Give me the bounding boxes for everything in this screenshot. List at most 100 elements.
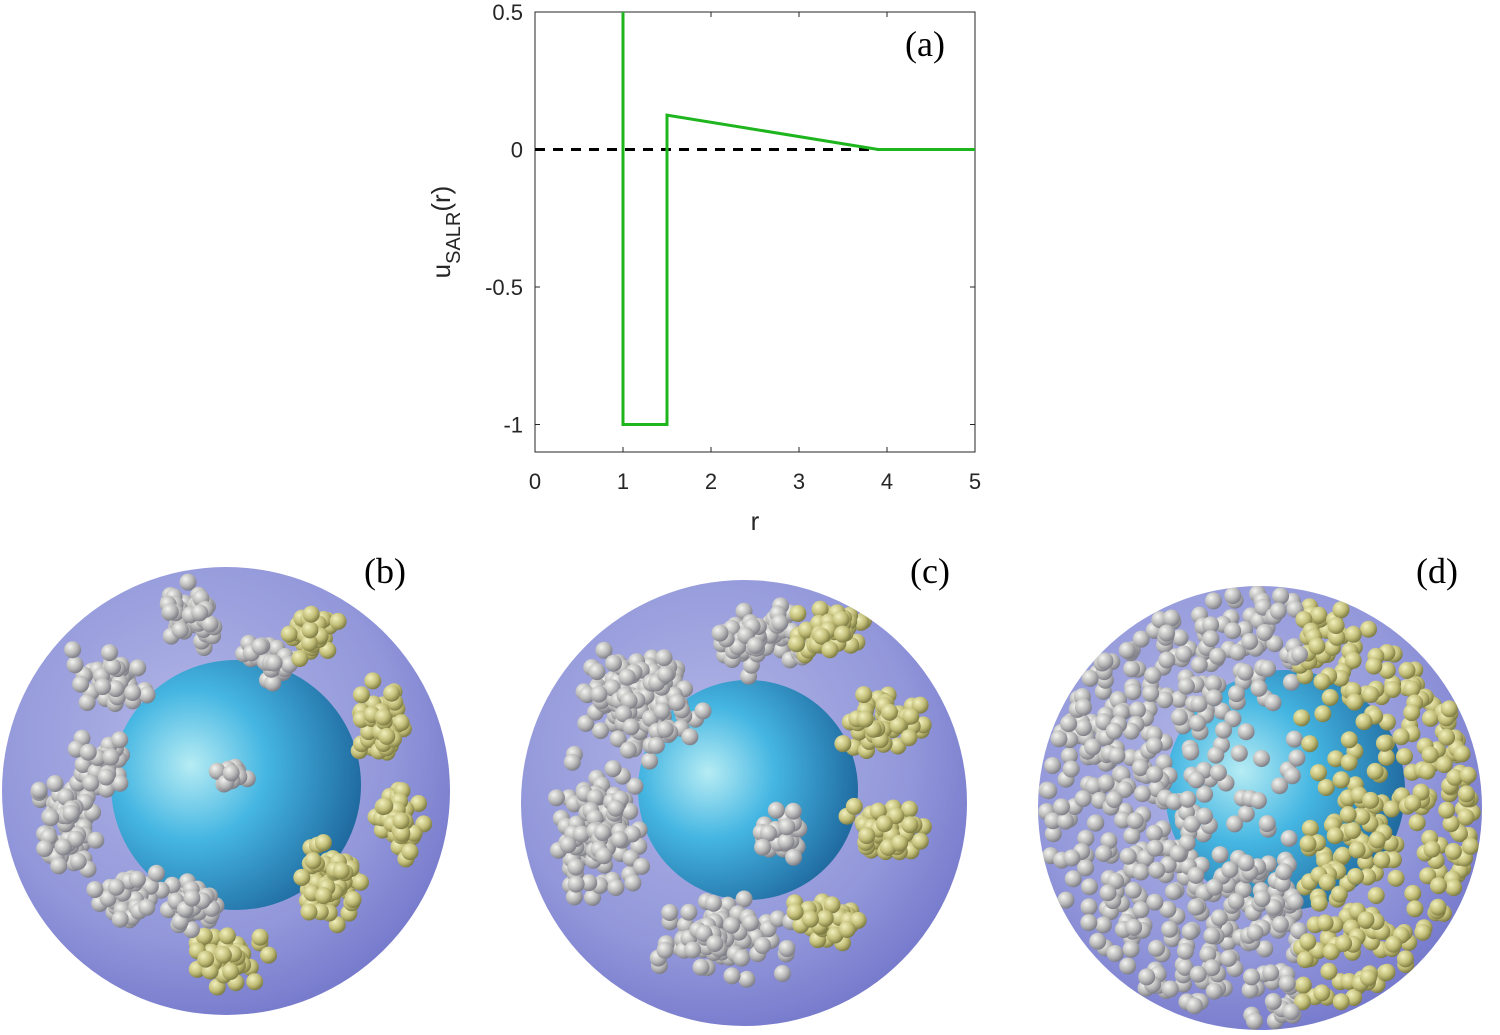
particle: [784, 802, 802, 820]
y-tick-labels: 0.5 0 -0.5 -1: [485, 0, 523, 438]
particle: [1461, 837, 1479, 855]
particle: [1453, 745, 1471, 763]
particle: [823, 896, 841, 914]
particle: [107, 878, 125, 896]
particle: [201, 615, 219, 633]
particle: [816, 909, 834, 927]
series-lines: [535, 12, 975, 426]
particle: [1203, 959, 1221, 977]
particle: [760, 824, 777, 842]
particle: [1357, 911, 1375, 929]
particle: [607, 879, 625, 896]
particle: [1444, 842, 1462, 860]
particle: [856, 710, 874, 728]
particle: [1346, 693, 1364, 711]
particle: [1205, 592, 1222, 610]
particle: [1359, 969, 1377, 987]
particle: [735, 890, 753, 908]
particle: [208, 762, 226, 780]
particle: [1044, 825, 1062, 843]
particle: [1322, 943, 1340, 961]
particle: [858, 827, 876, 845]
particle: [548, 789, 565, 807]
particle: [1344, 822, 1362, 839]
particle: [615, 705, 632, 723]
particle: [304, 852, 322, 870]
particle: [191, 604, 209, 622]
x-tick-labels: 0 1 2 3 4 5: [529, 469, 981, 494]
particle: [1429, 898, 1447, 916]
particle: [246, 973, 264, 991]
particle: [695, 924, 713, 942]
x-tick-label: 0: [529, 469, 541, 494]
particle: [46, 775, 64, 792]
particle: [1132, 630, 1150, 648]
particle: [1106, 945, 1124, 962]
particle: [573, 825, 590, 843]
particle: [67, 830, 85, 848]
particle: [62, 804, 80, 822]
particle: [1301, 735, 1319, 753]
particle: [902, 707, 920, 725]
particle: [1169, 844, 1187, 862]
particle: [1313, 673, 1331, 691]
particle: [623, 825, 641, 843]
particle: [1064, 870, 1082, 888]
particle: [1373, 851, 1391, 869]
particle: [98, 780, 115, 798]
particle: [293, 868, 311, 886]
particle: [1129, 701, 1146, 719]
particle: [1262, 964, 1280, 982]
particle: [1081, 878, 1098, 896]
particle: [1229, 643, 1247, 661]
particle: [607, 799, 625, 817]
particle: [1440, 700, 1458, 718]
particle: [314, 834, 332, 852]
particle: [1123, 827, 1141, 845]
particle: [1182, 743, 1200, 761]
particle: [604, 760, 622, 778]
particle: [668, 694, 686, 711]
particle: [315, 887, 333, 905]
particle: [692, 958, 710, 976]
particle: [405, 824, 423, 842]
particle: [1224, 587, 1242, 605]
particle: [1291, 646, 1309, 663]
particle: [1209, 647, 1227, 665]
particle: [1142, 684, 1160, 702]
particle: [86, 881, 104, 898]
particle: [1144, 666, 1162, 684]
particle: [620, 692, 638, 710]
particle: [1156, 691, 1174, 709]
particle: [647, 736, 665, 754]
particle: [1145, 824, 1163, 842]
particle: [1189, 965, 1207, 983]
y-tick-label: -0.5: [485, 275, 523, 300]
particle: [1340, 731, 1358, 749]
particle: [1204, 675, 1222, 693]
particle: [1360, 620, 1377, 638]
particle: [565, 888, 583, 906]
particle: [1170, 708, 1188, 726]
particle: [1074, 790, 1092, 808]
particle: [280, 625, 298, 643]
particle: [889, 717, 907, 734]
particle: [1332, 601, 1350, 619]
particle: [1196, 785, 1214, 803]
particle: [1189, 714, 1207, 732]
particle: [1077, 859, 1094, 877]
particle: [1365, 657, 1383, 675]
particle: [1271, 777, 1289, 795]
particle: [1202, 630, 1220, 648]
particle: [66, 656, 84, 674]
particle: [1445, 879, 1463, 897]
particle: [778, 818, 796, 836]
x-tick-label: 2: [705, 469, 717, 494]
particle: [588, 663, 606, 681]
particle: [1384, 681, 1402, 698]
particle: [611, 831, 629, 848]
particle: [586, 789, 604, 806]
particle: [111, 731, 129, 749]
particle: [590, 685, 608, 703]
